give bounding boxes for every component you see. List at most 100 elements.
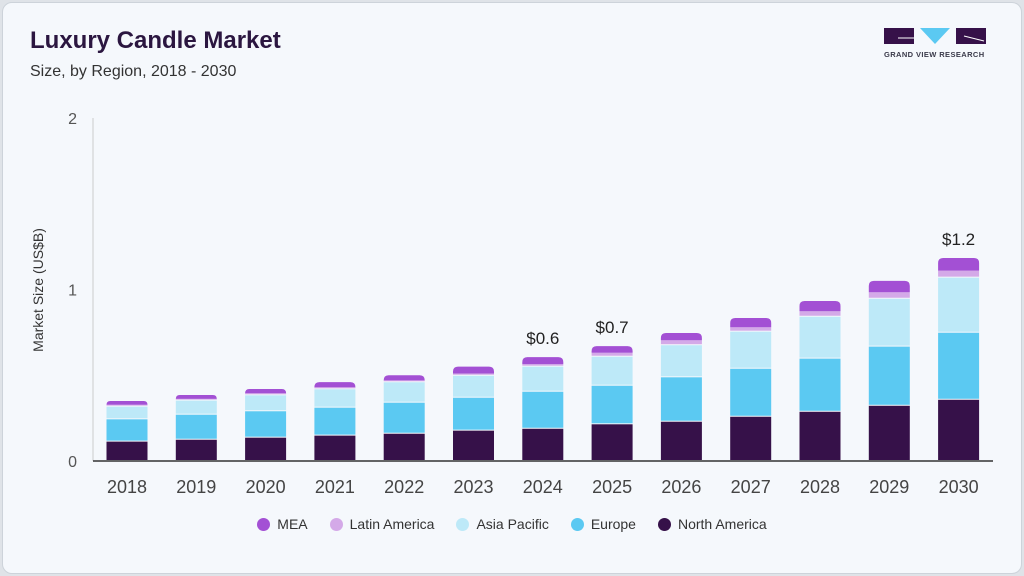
bar-segment-asia-pacific [660, 345, 702, 377]
x-tick-label: 2029 [869, 477, 909, 497]
bar-segment-latin-america [591, 352, 633, 356]
bar-segment-latin-america [453, 373, 494, 375]
bar-segment-north-america [383, 433, 425, 460]
legend-label: Europe [590, 516, 636, 532]
legend: MEA Latin America Asia Pacific Europe North … [0, 516, 1024, 532]
bar-segment-mea [245, 388, 287, 394]
bar-segment-europe [868, 346, 910, 405]
data-label: $1.2 [942, 230, 975, 249]
x-tick-label: 2024 [523, 477, 563, 497]
x-tick-label: 2020 [246, 477, 286, 497]
bar-segment-north-america [868, 405, 910, 460]
bar-segment-north-america [453, 430, 494, 460]
bar-segment-mea [868, 280, 910, 293]
bar-segment-europe [730, 368, 772, 416]
bar-segment-mea [522, 357, 564, 365]
legend-item[interactable]: MEA [257, 516, 308, 532]
logo-text: GRAND VIEW RESEARCH [884, 50, 985, 59]
y-tick-label: 1 [68, 283, 77, 300]
bar-segment-north-america [799, 411, 841, 460]
bar-segment-north-america [106, 441, 148, 460]
bar-segment-north-america [245, 437, 287, 460]
bar-segment-latin-america [799, 311, 841, 316]
bar-segment-mea [453, 366, 494, 374]
bar-segment-mea [383, 375, 425, 381]
bar-segment-asia-pacific [383, 382, 425, 402]
bar-segment-mea [799, 300, 841, 312]
chart-subtitle: Size, by Region, 2018 - 2030 [30, 63, 237, 80]
legend-swatch [657, 517, 671, 531]
legend-label: Asia Pacific [476, 516, 549, 532]
legend-label: MEA [277, 516, 308, 532]
bar-segment-mea [314, 382, 356, 388]
bar-segment-asia-pacific [868, 298, 910, 346]
bar-segment-asia-pacific [799, 316, 841, 358]
bar-segment-north-america [175, 439, 217, 460]
bar-segment-europe [660, 377, 702, 421]
bar-segment-europe [175, 414, 217, 439]
x-tick-label: 2025 [592, 477, 632, 497]
bar-segment-mea [591, 346, 633, 353]
data-label: $0.6 [526, 329, 559, 348]
bar-segment-asia-pacific [245, 395, 287, 411]
bar-segment-latin-america [383, 380, 425, 382]
bar-segment-latin-america [660, 340, 702, 345]
bar-segment-asia-pacific [453, 375, 494, 397]
bar-segment-latin-america [522, 364, 564, 366]
chart-title: Luxury Candle Market [30, 27, 281, 54]
legend-item[interactable]: Europe [570, 516, 636, 532]
bar-segment-mea [175, 394, 217, 399]
bar-segment-asia-pacific [591, 356, 633, 385]
bar-segment-mea [730, 317, 772, 328]
x-tick-label: 2026 [661, 477, 701, 497]
x-tick-label: 2022 [384, 477, 424, 497]
y-tick-label: 2 [68, 111, 77, 128]
legend-item[interactable]: North America [657, 516, 767, 532]
y-tick-label: 0 [68, 454, 77, 471]
bar-segment-latin-america [730, 327, 772, 331]
bar-segment-mea [938, 257, 980, 271]
legend-item[interactable]: Latin America [329, 516, 435, 532]
data-label: $0.7 [596, 318, 629, 337]
x-tick-label: 2030 [939, 477, 979, 497]
legend-swatch [257, 517, 271, 531]
bar-segment-latin-america [175, 398, 217, 400]
legend-item[interactable]: Asia Pacific [456, 516, 549, 532]
x-tick-label: 2028 [800, 477, 840, 497]
bar-segment-latin-america [868, 292, 910, 298]
bar-segment-europe [522, 391, 564, 428]
legend-label: North America [677, 516, 767, 532]
x-tick-label: 2023 [453, 477, 493, 497]
grand-view-research-logo [884, 28, 986, 44]
bar-segment-north-america [660, 421, 702, 460]
legend-swatch [329, 517, 343, 531]
bar-segment-europe [314, 407, 356, 435]
bar-segment-north-america [314, 435, 356, 460]
bar-segment-latin-america [106, 404, 148, 406]
legend-label: Latin America [349, 516, 435, 532]
bar-segment-latin-america [938, 270, 980, 277]
bar-segment-asia-pacific [314, 389, 356, 407]
x-tick-label: 2018 [107, 477, 147, 497]
bar-segment-latin-america [245, 393, 287, 395]
x-tick-label: 2019 [176, 477, 216, 497]
bar-segment-north-america [938, 399, 980, 460]
bar-segment-mea [660, 333, 702, 341]
bar-segment-north-america [730, 416, 772, 460]
bar-segment-europe [106, 419, 148, 441]
bar-segment-europe [453, 397, 494, 430]
bar-segment-latin-america [314, 387, 356, 389]
bar-segment-mea [106, 400, 148, 405]
legend-swatch [570, 517, 584, 531]
bar-segment-europe [799, 358, 841, 411]
bar-segment-asia-pacific [730, 331, 772, 368]
bar-segment-asia-pacific [938, 277, 980, 332]
bar-segment-europe [245, 411, 287, 437]
x-tick-label: 2021 [315, 477, 355, 497]
bar-segment-asia-pacific [106, 406, 148, 419]
bar-segment-asia-pacific [522, 366, 564, 391]
bar-segment-europe [938, 332, 980, 399]
bar-segment-europe [383, 402, 425, 433]
